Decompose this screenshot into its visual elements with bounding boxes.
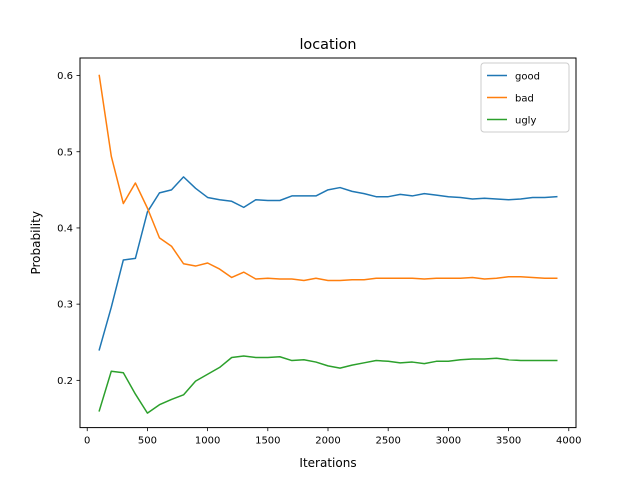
legend-label: ugly [515, 116, 536, 127]
y-tick-label: 0.5 [57, 147, 73, 158]
x-tick-label: 3000 [436, 436, 461, 447]
y-axis-label: Probability [29, 211, 43, 274]
legend-label: good [515, 72, 540, 83]
x-tick-label: 3500 [496, 436, 521, 447]
x-tick-label: 500 [138, 436, 157, 447]
legend: good bad ugly [481, 63, 569, 132]
x-tick-label: 2000 [315, 436, 340, 447]
y-tick-label: 0.2 [57, 376, 73, 387]
y-tick-label: 0.4 [57, 224, 73, 235]
x-axis-label: Iterations [299, 456, 356, 470]
x-tick-label: 2500 [375, 436, 400, 447]
x-tick-label: 4000 [556, 436, 581, 447]
y-tick-label: 0.6 [57, 71, 73, 82]
x-tick-label: 1000 [195, 436, 220, 447]
x-tick-label: 0 [84, 436, 90, 447]
y-tick-label: 0.3 [57, 300, 73, 311]
legend-label: bad [515, 94, 534, 105]
x-tick-label: 1500 [255, 436, 280, 447]
chart-title: location [299, 37, 356, 53]
